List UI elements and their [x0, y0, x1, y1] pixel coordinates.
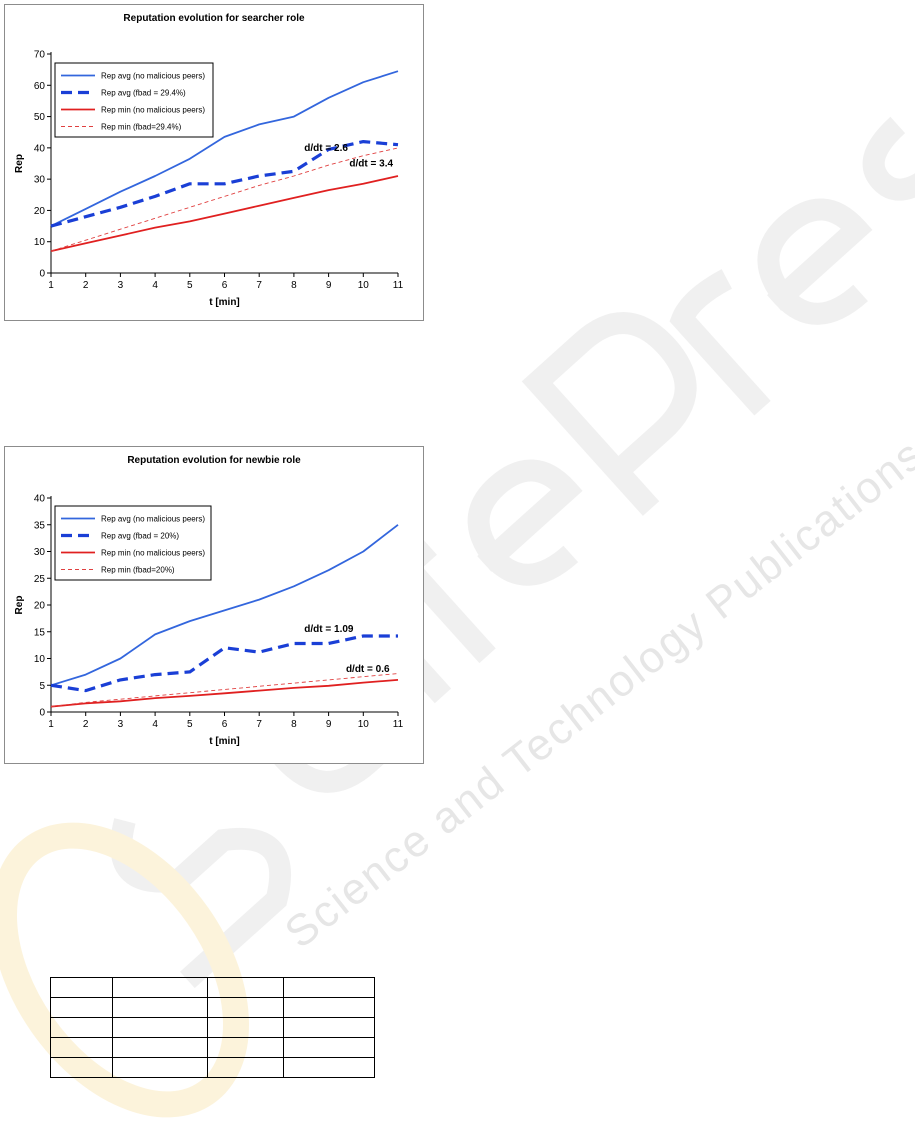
legend-label-1: Rep avg (fbad = 29.4%) [101, 89, 186, 98]
x-tick-label: 11 [393, 719, 404, 730]
table-cell [207, 1057, 284, 1078]
table-cell [283, 1017, 375, 1038]
x-tick-label: 1 [48, 719, 54, 730]
table-cell [112, 997, 208, 1018]
y-tick-label: 10 [34, 654, 46, 665]
legend-label-2: Rep min (no malicious peers) [101, 106, 205, 115]
table-row [50, 1037, 375, 1058]
series-line-1 [50, 634, 398, 693]
y-tick-label: 15 [34, 627, 46, 638]
table-row [50, 997, 375, 1018]
y-axis-label: Rep [14, 154, 25, 173]
table-cell [50, 977, 113, 998]
x-tick-label: 8 [291, 719, 297, 730]
y-tick-label: 30 [34, 175, 46, 186]
table-cell [50, 1017, 113, 1038]
annotation-label: d/dt = 1.09 [304, 624, 354, 635]
table-cell [283, 977, 375, 998]
chart-title: Reputation evolution for newbie role [127, 455, 301, 466]
y-tick-label: 20 [34, 601, 46, 612]
x-tick-label: 7 [256, 280, 262, 291]
x-axis-label: t [min] [209, 297, 240, 308]
legend: Rep avg (no malicious peers) Rep avg (fba… [54, 62, 214, 138]
y-tick-label: 20 [34, 206, 46, 217]
table-cell [112, 977, 208, 998]
x-tick-label: 9 [326, 280, 332, 291]
x-tick-label: 2 [83, 719, 89, 730]
y-tick-label: 40 [34, 494, 46, 505]
x-tick-label: 3 [118, 280, 124, 291]
y-tick-label: 0 [39, 269, 45, 280]
table-cell [112, 1017, 208, 1038]
searcher-chart-svg: Reputation evolution for searcher role01… [14, 13, 404, 308]
y-tick-label: 70 [34, 50, 46, 61]
x-tick-label: 10 [358, 280, 370, 291]
x-axis-label: t [min] [209, 736, 240, 747]
x-tick-label: 2 [83, 280, 89, 291]
legend-label-3: Rep min (fbad=29.4%) [101, 123, 182, 132]
series-line-0 [50, 70, 399, 227]
newbie-chart: Reputation evolution for newbie role 0 5 10… [4, 446, 424, 764]
table-cell [207, 1037, 284, 1058]
y-tick-label: 5 [39, 681, 45, 692]
table-cell [283, 1037, 375, 1058]
y-axis-label: Rep [14, 596, 25, 615]
table-cell [112, 1037, 208, 1058]
legend-label-1: Rep avg (fbad = 20%) [101, 532, 179, 541]
x-tick-label: 5 [187, 280, 193, 291]
table-cell [283, 1057, 375, 1078]
x-tick-label: 11 [393, 280, 404, 291]
x-tick-label: 4 [152, 719, 158, 730]
series-line-0 [50, 524, 399, 687]
annotation-label: d/dt = 2.6 [304, 143, 348, 154]
table-cell [112, 1057, 208, 1078]
table-cell [50, 1037, 113, 1058]
legend-label-0: Rep avg (no malicious peers) [101, 72, 205, 81]
y-tick-label: 10 [34, 237, 46, 248]
legend-label-3: Rep min (fbad=20%) [101, 566, 175, 575]
x-tick-label: 1 [48, 280, 54, 291]
series-line-3 [50, 673, 399, 708]
y-tick-label: 25 [34, 574, 46, 585]
y-tick-label: 0 [39, 708, 45, 719]
y-tick-label: 30 [34, 547, 46, 558]
chart-title: Reputation evolution for searcher role [123, 13, 305, 24]
annotation-label: d/dt = 0.6 [346, 664, 390, 675]
x-tick-label: 6 [222, 280, 228, 291]
table-cell [283, 997, 375, 1018]
y-tick-label: 35 [34, 520, 46, 531]
newbie-chart-svg: Reputation evolution for newbie role 0 5 10… [14, 455, 404, 747]
x-tick-label: 5 [187, 719, 193, 730]
table-cell [207, 977, 284, 998]
annotation-label: d/dt = 3.4 [349, 159, 393, 170]
table-row [50, 977, 375, 998]
x-tick-label: 8 [291, 280, 297, 291]
table-cell [50, 1057, 113, 1078]
x-tick-label: 10 [358, 719, 370, 730]
x-tick-label: 3 [118, 719, 124, 730]
x-tick-label: 6 [222, 719, 228, 730]
data-table [50, 977, 375, 1078]
x-tick-label: 9 [326, 719, 332, 730]
table-row [50, 1057, 375, 1078]
x-tick-label: 4 [152, 280, 158, 291]
legend-label-0: Rep avg (no malicious peers) [101, 515, 205, 524]
series-line-3 [50, 147, 399, 252]
series-line-2 [50, 175, 399, 252]
searcher-chart: Reputation evolution for searcher role 0 1… [4, 4, 424, 321]
table-cell [50, 997, 113, 1018]
x-tick-label: 7 [256, 719, 262, 730]
table-cell [207, 1017, 284, 1038]
series-line-1 [50, 140, 399, 228]
y-tick-label: 50 [34, 112, 46, 123]
legend-label-2: Rep min (no malicious peers) [101, 549, 205, 558]
series-line-2 [50, 679, 399, 708]
legend-box [54, 505, 212, 581]
table-cell [207, 997, 284, 1018]
y-tick-label: 60 [34, 81, 46, 92]
y-tick-label: 40 [34, 143, 46, 154]
table-row [50, 1017, 375, 1038]
legend: Rep avg (no malicious peers) Rep avg (fba… [54, 505, 212, 581]
